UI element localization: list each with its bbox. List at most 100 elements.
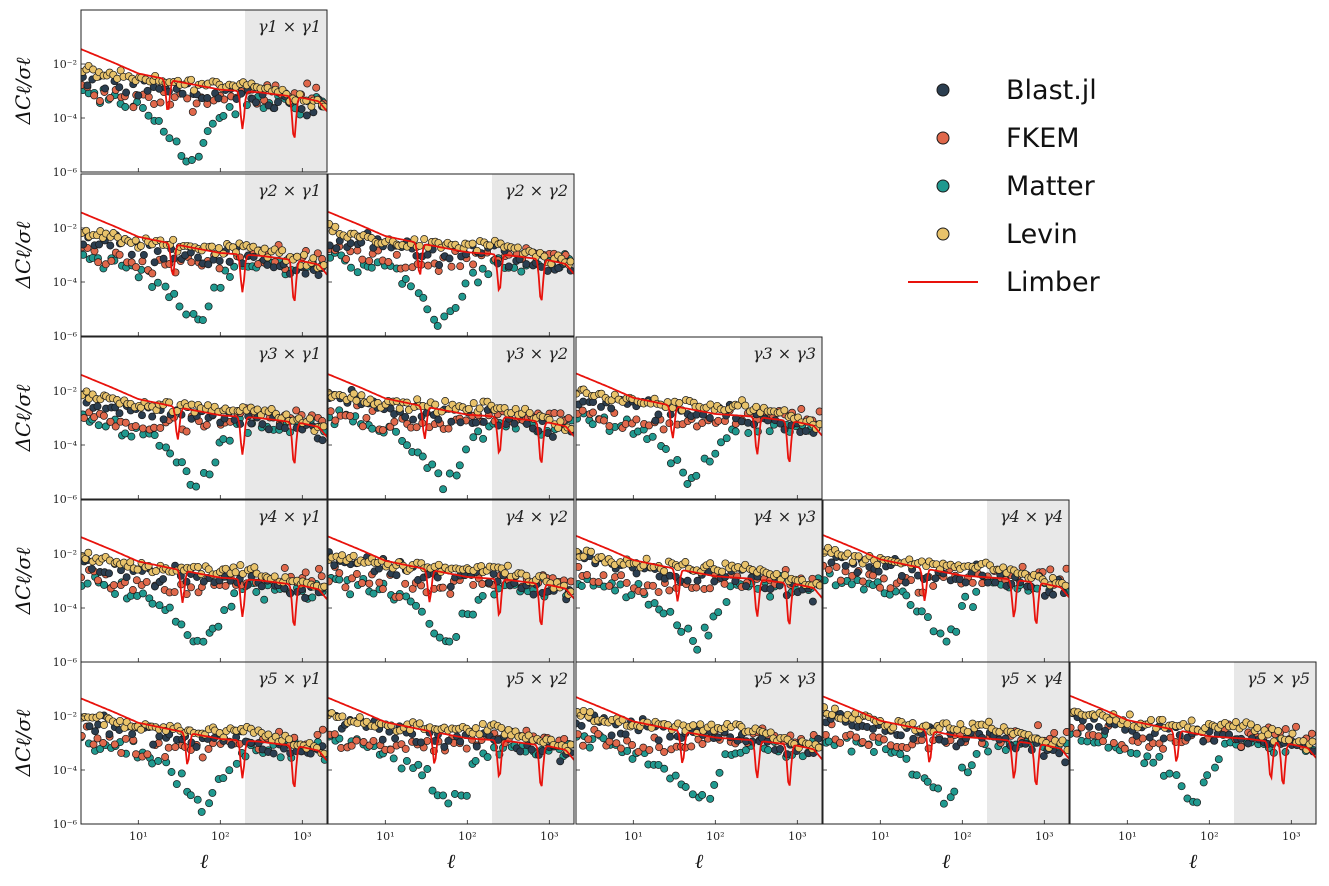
- point-levin: [566, 740, 574, 749]
- point-matter: [368, 424, 377, 433]
- point-matter: [423, 765, 432, 773]
- point-matter: [923, 777, 932, 786]
- point-matter: [896, 750, 905, 759]
- point-fkem: [187, 583, 195, 592]
- point-levin: [1264, 730, 1273, 739]
- point-blastjl: [182, 577, 191, 586]
- point-blastjl: [504, 262, 513, 271]
- point-blastjl: [247, 419, 256, 428]
- point-blastjl: [204, 260, 213, 269]
- point-matter: [1211, 763, 1219, 772]
- point-fkem: [148, 269, 157, 278]
- y-tick-label: 10⁻⁴: [53, 439, 78, 452]
- point-fkem: [121, 418, 130, 427]
- point-matter: [210, 283, 219, 292]
- point-matter: [414, 760, 423, 769]
- point-matter: [225, 102, 234, 111]
- point-blastjl: [392, 571, 401, 580]
- point-fkem: [111, 422, 120, 431]
- point-matter: [165, 603, 174, 612]
- point-blastjl: [516, 747, 525, 756]
- point-matter: [199, 138, 208, 147]
- point-fkem: [182, 427, 191, 436]
- point-blastjl: [456, 418, 465, 427]
- point-fkem: [1099, 737, 1107, 746]
- series-limber-line: [576, 696, 822, 786]
- point-blastjl: [225, 257, 234, 266]
- point-levin: [1274, 727, 1283, 735]
- point-blastjl: [874, 567, 883, 576]
- point-matter: [211, 458, 220, 467]
- point-blastjl: [93, 402, 102, 411]
- point-fkem: [392, 250, 401, 259]
- panel-5-5: γ5 × γ5 10¹ 10² 10³: [1069, 661, 1317, 843]
- panel-4-3: γ4 × γ3: [575, 499, 823, 663]
- point-levin: [464, 404, 473, 413]
- point-levin: [270, 572, 279, 581]
- point-fkem: [1307, 729, 1316, 738]
- point-fkem: [192, 99, 201, 108]
- point-levin: [293, 252, 302, 261]
- panel-4-4: γ4 × γ4: [822, 499, 1070, 663]
- point-levin: [100, 720, 108, 729]
- point-blastjl: [87, 564, 96, 573]
- point-matter: [205, 470, 214, 479]
- point-levin: [84, 548, 93, 557]
- point-levin: [478, 719, 487, 728]
- point-levin: [597, 553, 606, 561]
- point-fkem: [632, 415, 641, 424]
- point-levin: [190, 86, 198, 95]
- point-blastjl: [440, 742, 449, 751]
- point-matter: [155, 441, 164, 450]
- point-matter: [972, 749, 981, 758]
- point-blastjl: [401, 412, 410, 421]
- point-matter: [967, 761, 976, 770]
- point-blastjl: [332, 244, 341, 253]
- panel-title: γ4 × γ1: [258, 507, 321, 526]
- point-matter: [902, 591, 911, 600]
- panel-plot-area: [328, 174, 574, 336]
- point-blastjl: [81, 240, 88, 249]
- point-matter: [462, 445, 470, 454]
- point-levin: [355, 713, 364, 722]
- point-blastjl: [1094, 722, 1103, 731]
- point-matter: [187, 156, 196, 164]
- point-fkem: [1062, 728, 1069, 736]
- point-levin: [843, 549, 852, 558]
- point-matter: [714, 608, 723, 617]
- point-matter: [917, 607, 926, 616]
- point-levin: [823, 703, 828, 712]
- point-blastjl: [149, 740, 158, 749]
- point-levin: [513, 243, 522, 252]
- point-matter: [673, 455, 682, 464]
- point-fkem: [583, 571, 591, 579]
- point-levin: [540, 252, 549, 261]
- point-matter: [412, 601, 420, 610]
- point-fkem: [584, 735, 593, 744]
- point-levin: [187, 75, 196, 84]
- panel-plot-area: [81, 500, 327, 662]
- point-matter: [452, 471, 461, 480]
- point-matter: [474, 278, 482, 287]
- point-levin: [415, 719, 424, 728]
- point-fkem: [386, 745, 395, 754]
- point-fkem: [1034, 721, 1042, 730]
- point-matter: [684, 624, 693, 633]
- y-tick-label: 10⁻⁶: [53, 656, 78, 669]
- panel-5-1: γ5 × γ1 10¹ 10² 10³ 10⁻⁶ 10⁻⁴ 10⁻²: [53, 661, 328, 843]
- point-matter: [445, 637, 454, 646]
- y-tick-label: 10⁻⁴: [53, 276, 78, 289]
- point-fkem: [594, 730, 603, 739]
- legend-swatch-marker: [936, 131, 950, 145]
- point-levin: [1299, 737, 1308, 746]
- point-matter: [444, 799, 453, 808]
- point-fkem: [412, 423, 421, 432]
- point-matter: [170, 289, 179, 298]
- point-matter: [167, 768, 176, 776]
- point-blastjl: [1055, 749, 1064, 758]
- point-matter: [1104, 743, 1113, 752]
- point-fkem: [331, 416, 340, 425]
- point-matter: [666, 459, 675, 468]
- point-matter: [220, 606, 229, 615]
- point-blastjl: [203, 94, 212, 102]
